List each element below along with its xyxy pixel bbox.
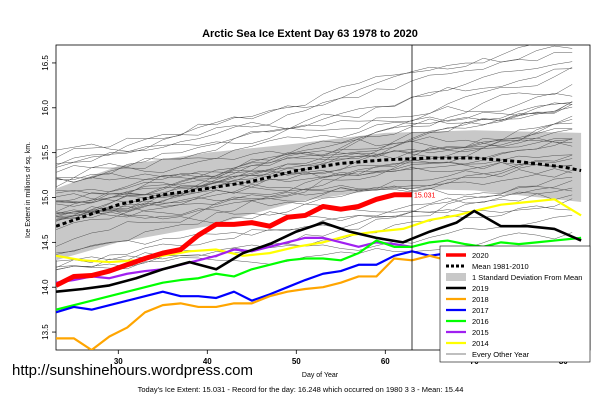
year-line-gray: [56, 68, 573, 168]
year-line-gray: [56, 159, 573, 203]
year-line-gray: [56, 52, 573, 164]
year-line-gray: [56, 158, 573, 204]
year-line-gray: [56, 128, 573, 213]
y-tick-label: 14.0: [41, 279, 50, 295]
year-line-gray: [56, 102, 573, 203]
year-line-gray: [56, 138, 573, 204]
series-line-2015: [56, 236, 413, 284]
legend-item-label: 2015: [472, 328, 489, 337]
legend-item-label: 2017: [472, 306, 489, 315]
year-line-gray: [56, 154, 573, 214]
y-tick-label: 16.5: [41, 55, 50, 71]
legend-item-label: Every Other Year: [472, 350, 530, 359]
y-tick-label: 15.0: [41, 189, 50, 205]
legend-item-label: 2014: [472, 339, 489, 348]
chart-title: Arctic Sea Ice Extent Day 63 1978 to 202…: [202, 28, 418, 40]
year-line-gray: [56, 139, 573, 173]
year-line-gray: [56, 176, 573, 271]
year-line-gray: [56, 170, 573, 215]
series-line-2019: [56, 209, 582, 293]
year-line-gray: [56, 104, 573, 222]
year-line-gray: [56, 93, 573, 152]
y-tick-label: 16.0: [41, 99, 50, 115]
y-tick-label: 14.5: [41, 234, 50, 250]
legend-item-label: 2018: [472, 295, 489, 304]
y-axis-label: Ice Extent in millions of sq. km.: [25, 142, 32, 238]
year-line-gray: [56, 154, 573, 218]
y-axis: 13.5 14.0 14.5 15.0 15.5 16.0 16.5: [41, 55, 56, 340]
year-line-gray: [56, 187, 573, 218]
y-tick-label: 15.5: [41, 144, 50, 160]
year-line-gray: [56, 191, 573, 224]
summary-footer: Today's Ice Extent: 15.031 - Record for …: [137, 385, 464, 394]
x-tick-label: 30: [114, 357, 123, 366]
x-tick-label: 60: [381, 357, 390, 366]
year-line-gray: [56, 185, 573, 221]
year-line-gray: [56, 122, 573, 220]
series-line-2020: [56, 192, 413, 288]
legend-item-label: 2020: [472, 251, 489, 260]
current-value-label: 15.031: [414, 193, 436, 200]
x-axis-label: Day of Year: [302, 372, 339, 379]
year-line-gray: [56, 232, 573, 270]
year-line-gray: [56, 115, 573, 247]
legend-item-label: 2019: [472, 284, 489, 293]
year-line-gray: [56, 215, 573, 270]
mean-line: [56, 156, 582, 228]
year-line-gray: [56, 45, 573, 166]
legend-item-label: 2016: [472, 317, 489, 326]
year-line-gray: [56, 45, 532, 158]
x-tick-label: 40: [203, 357, 212, 366]
year-line-gray: [56, 138, 573, 183]
legend-item-label: 1 Standard Deviation From Mean: [472, 273, 582, 282]
x-tick-label: 50: [292, 357, 301, 366]
y-tick-label: 13.5: [41, 324, 50, 340]
year-line-gray: [56, 162, 573, 193]
legend-swatch: [446, 273, 466, 281]
year-line-gray: [56, 84, 573, 207]
year-line-gray: [56, 61, 573, 188]
legend-item-label: Mean 1981-2010: [472, 262, 529, 271]
year-line-gray: [56, 168, 573, 195]
watermark-url: http://sunshinehours.wordpress.com: [12, 362, 253, 379]
year-line-gray: [56, 66, 573, 181]
legend: 2020 Mean 1981-2010 1 Standard Deviation F…: [439, 245, 591, 363]
year-line-gray: [56, 136, 573, 183]
